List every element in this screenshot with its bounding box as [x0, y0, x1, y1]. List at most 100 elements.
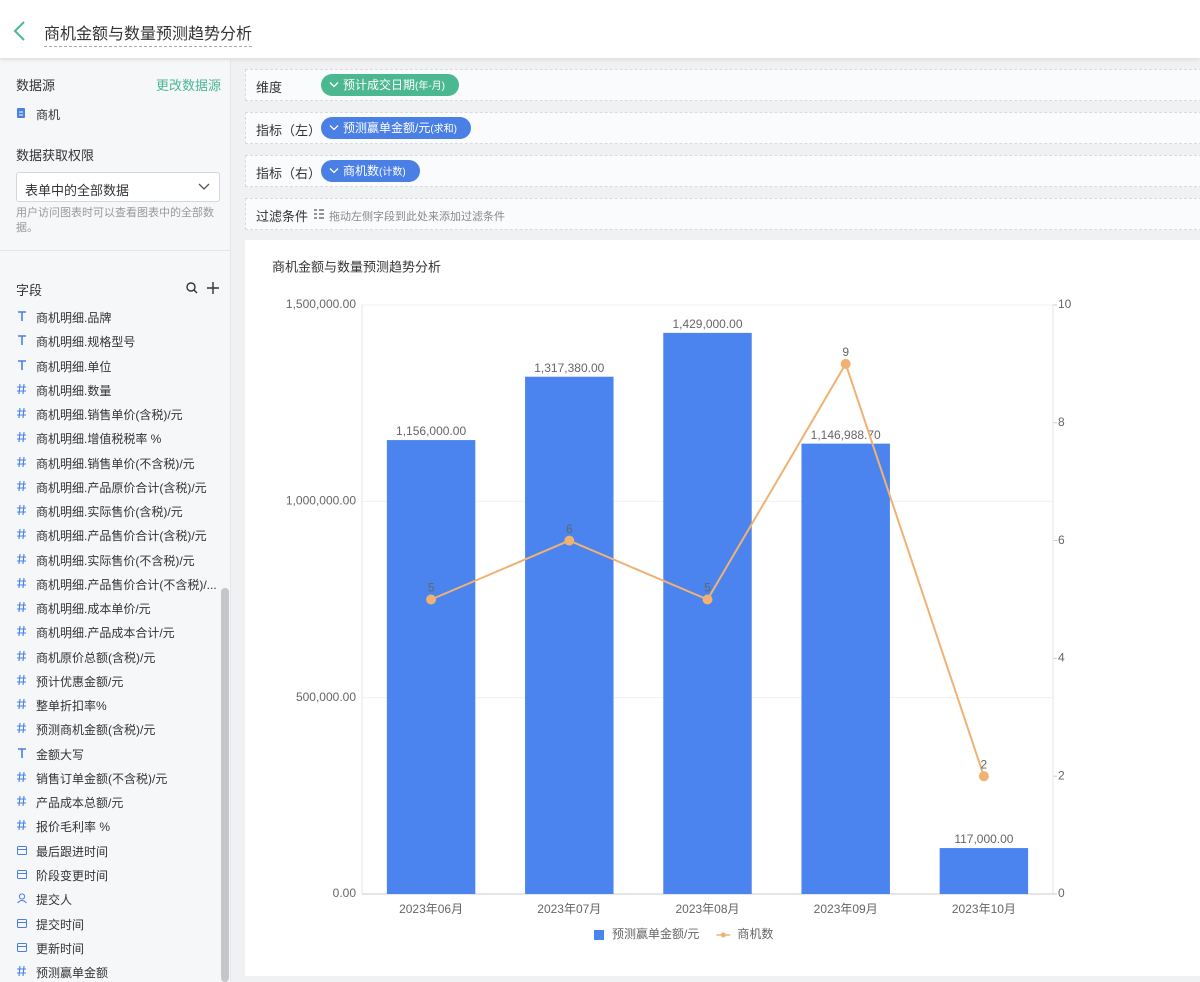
field-name: 产品成本总额/元	[36, 796, 124, 811]
field-item[interactable]: 商机明细.品牌	[0, 307, 220, 327]
field-icon	[18, 311, 26, 321]
field-name: 最后跟进时间	[36, 844, 109, 859]
field-icon	[17, 869, 27, 879]
line-value-label: 2	[981, 757, 988, 771]
field-pill[interactable]: 商机数(计数)	[321, 160, 420, 182]
field-item[interactable]: 商机明细.数量	[0, 380, 220, 400]
line-point	[702, 594, 713, 605]
field-item[interactable]: 预测赢单金额	[0, 962, 220, 982]
field-icon	[17, 432, 26, 443]
field-name: 预测赢单金额	[36, 966, 109, 981]
pill-chevron	[329, 125, 339, 131]
field-item[interactable]: 产品成本总额/元	[0, 792, 220, 812]
field-item[interactable]: 预测商机金额(含税)/元	[0, 719, 220, 739]
pill-text: 预计成交日期	[343, 78, 416, 92]
fields-label: 字段	[16, 283, 43, 298]
field-pill[interactable]: 预测赢单金额/元(求和)	[321, 117, 472, 139]
config-label: 维度	[256, 80, 283, 95]
field-name: 商机明细.实际售价(不含税)/元	[36, 553, 195, 568]
search-icon[interactable]	[186, 282, 196, 292]
field-item[interactable]: 商机明细.规格型号	[0, 331, 220, 351]
bar	[386, 440, 476, 894]
y-tick-label: 1,000,000.00	[286, 494, 356, 508]
field-icon	[17, 723, 26, 734]
field-item[interactable]: 金额大写	[0, 744, 220, 764]
field-icon	[17, 650, 26, 661]
back-button[interactable]	[12, 20, 28, 42]
field-item[interactable]: 商机明细.实际售价(不含税)/元	[0, 550, 220, 570]
field-item[interactable]: 提交人	[0, 889, 220, 909]
field-name: 商机原价总额(含税)/元	[36, 650, 156, 665]
bar-value-label: 1,156,000.00	[396, 424, 466, 438]
sidebar: 数据源 更改数据源 商机 数据获取权限 表单中的全部数据 用户访问图表时可以查看…	[0, 60, 231, 982]
field-name: 销售订单金额(不含税)/元	[36, 771, 168, 786]
field-item[interactable]: 阶段变更时间	[0, 865, 220, 885]
field-name: 提交人	[36, 893, 73, 908]
field-item[interactable]: 整单折扣率%	[0, 695, 220, 715]
pill-text: 商机数	[343, 164, 380, 178]
field-name: 商机明细.销售单价(含税)/元	[36, 408, 183, 423]
field-name: 商机明细.销售单价(不含税)/元	[36, 456, 195, 471]
field-icon	[17, 796, 26, 807]
field-item[interactable]: 商机明细.产品原价合计(含税)/元	[0, 477, 220, 497]
config-row: 指标（右） 商机数(计数)	[245, 155, 1200, 187]
field-tools	[186, 282, 219, 294]
x-tick-label: 2023年09月	[814, 902, 878, 916]
line-point	[840, 358, 851, 369]
field-icon	[17, 456, 26, 467]
field-icon	[17, 771, 26, 782]
field-icon	[18, 359, 26, 370]
field-item[interactable]: 商机明细.产品售价合计(不含税)/...	[0, 574, 220, 594]
field-name: 提交时间	[36, 917, 85, 932]
field-name: 预计优惠金额/元	[36, 674, 124, 689]
permission-select[interactable]: 表单中的全部数据	[16, 172, 220, 202]
pill-suffix: (年-月)	[415, 81, 446, 92]
field-icon	[17, 577, 26, 588]
field-icon	[17, 674, 26, 685]
field-item[interactable]: 商机明细.增值税税率 %	[0, 428, 220, 448]
y2-tick-label: 4	[1058, 651, 1065, 665]
field-name: 报价毛利率 %	[36, 820, 111, 835]
field-icon	[17, 529, 26, 540]
field-name: 商机明细.产品原价合计(含税)/元	[36, 480, 207, 495]
field-item[interactable]: 销售订单金额(不含税)/元	[0, 768, 220, 788]
field-item[interactable]: 预计优惠金额/元	[0, 671, 220, 691]
field-item[interactable]: 商机明细.销售单价(不含税)/元	[0, 453, 220, 473]
field-item[interactable]: 商机明细.产品售价合计(含税)/元	[0, 525, 220, 545]
field-item[interactable]: 更新时间	[0, 938, 220, 958]
bar-value-label: 1,429,000.00	[672, 317, 742, 331]
dropdown-icon	[198, 183, 210, 190]
chart-card: 商机金额与数量预测趋势分析 0.00 500,000.00 1,000,000.00…	[245, 240, 1200, 976]
line-value-label: 6	[566, 522, 573, 536]
field-item[interactable]: 商机明细.单位	[0, 356, 220, 376]
config-row: 过滤条件 拖动左侧字段到此处来添加过滤条件	[245, 198, 1200, 230]
field-icon	[17, 602, 26, 613]
bar	[939, 848, 1029, 894]
legend-label: 商机数	[737, 926, 773, 941]
field-icon	[17, 820, 26, 831]
field-pill[interactable]: 预计成交日期(年-月)	[321, 74, 460, 96]
field-item[interactable]: 商机明细.产品成本合计/元	[0, 622, 220, 642]
bar-value-label: 1,317,380.00	[534, 361, 604, 375]
add-icon[interactable]	[207, 282, 219, 294]
field-item[interactable]: 商机明细.销售单价(含税)/元	[0, 404, 220, 424]
filter-hint: 拖动左侧字段到此处来添加过滤条件	[329, 211, 505, 223]
x-tick-label: 2023年06月	[399, 902, 463, 916]
field-item[interactable]: 商机明细.成本单价/元	[0, 598, 220, 618]
field-name: 商机明细.单位	[36, 359, 112, 374]
header: 商机金额与数量预测趋势分析	[0, 0, 1200, 58]
page-title[interactable]: 商机金额与数量预测趋势分析	[44, 20, 253, 47]
pill-suffix: (求和)	[430, 124, 458, 135]
change-datasource-link[interactable]: 更改数据源	[156, 78, 222, 93]
field-item[interactable]: 商机明细.实际售价(含税)/元	[0, 501, 220, 521]
line-value-label: 9	[842, 345, 849, 359]
config-row: 指标（左） 预测赢单金额/元(求和)	[245, 112, 1200, 144]
field-item[interactable]: 报价毛利率 %	[0, 816, 220, 836]
field-item[interactable]: 最后跟进时间	[0, 841, 220, 861]
field-item[interactable]: 提交时间	[0, 914, 220, 934]
scrollbar[interactable]	[221, 588, 229, 982]
field-item[interactable]: 商机原价总额(含税)/元	[0, 647, 220, 667]
line-value-label: 5	[428, 581, 435, 595]
legend-label: 预测赢单金额/元	[612, 926, 699, 941]
